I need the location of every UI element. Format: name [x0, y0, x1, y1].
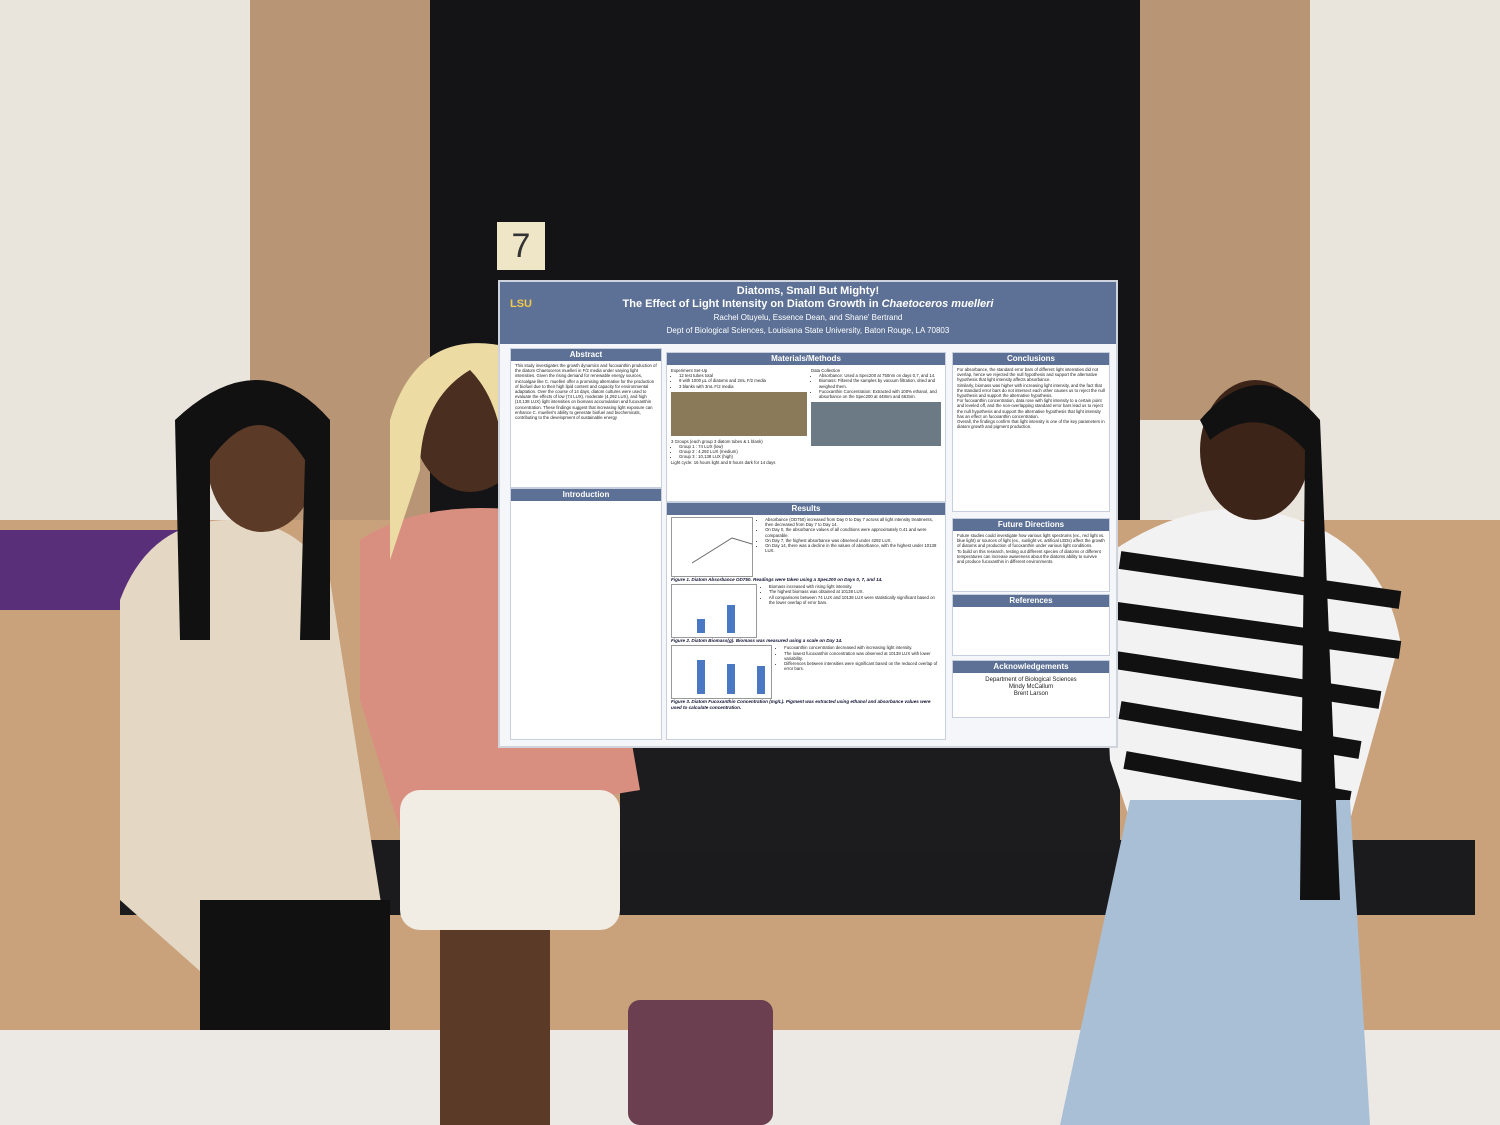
person-hair: [1200, 385, 1340, 900]
notes: Biomass increased with rising light inte…: [761, 584, 941, 638]
light-cycle: Light cycle: 16 hours light and 8 hours …: [671, 459, 776, 465]
shirt-stripes: [1108, 551, 1402, 809]
poster-header: LSU Diatoms, Small But Mighty! The Effec…: [500, 282, 1116, 344]
future-list: Future studies could investigate how var…: [953, 531, 1109, 566]
notes: Absorbance (OD750) increased from Day 0 …: [757, 517, 941, 577]
affiliation: Dept of Biological Sciences, Louisiana S…: [666, 326, 950, 335]
subheading: 3 Groups (each group 3 diatom tubes & 1 …: [671, 438, 763, 444]
person-skirt: [200, 900, 390, 1030]
easel-board: [620, 740, 1120, 850]
conclusion-item: Overall, the findings confirm that light…: [957, 419, 1105, 429]
section-heading: Materials/Methods: [667, 353, 945, 365]
groups-list: Group 1 : 74 LUX (low)Group 2 : 4,292 LU…: [671, 444, 807, 460]
poster: LSU Diatoms, Small But Mighty! The Effec…: [498, 280, 1118, 748]
setup-item: 3 blanks with 3mL F/2 media: [679, 384, 807, 389]
results-section: Results Absorbance (OD750) increased fro…: [666, 502, 946, 740]
result-note: The highest biomass was obtained at 1013…: [769, 589, 941, 594]
acknowledgements-section: Acknowledgements Department of Biologica…: [952, 660, 1110, 718]
person-legs: [440, 930, 550, 1125]
bag: [628, 1000, 773, 1125]
collection-item: Fucoxanthin Concentration: Extracted wit…: [819, 389, 941, 399]
future-item: To build on this research, testing out d…: [957, 549, 1105, 565]
result-note: Differences between intensities were sig…: [784, 661, 941, 671]
figure-chart: [671, 584, 757, 639]
section-heading: Results: [667, 503, 945, 515]
conclusion-item: For absorbance, the standard error bars …: [957, 367, 1105, 383]
abstract-text: This study investigates the growth dynam…: [515, 363, 657, 421]
subtitle-text: The Effect of Light Intensity on Diatom …: [622, 298, 879, 310]
methods-section: Materials/Methods Experiment Set-Up 12 t…: [666, 352, 946, 502]
result-note: On Day 0, the absorbance values of all c…: [765, 527, 941, 537]
logo: LSU: [510, 298, 532, 310]
group-item: Group 3 : 10,138 LUX (high): [679, 454, 807, 459]
collection-item: Absorbance: Used a Spec200 at 750nm on d…: [819, 373, 941, 378]
caption: Figure 2. Diatom Biomass(g). Biomass was…: [671, 638, 843, 644]
conclusions-section: Conclusions For absorbance, the standard…: [952, 352, 1110, 512]
result-note: On Day 14, there was a decline in the va…: [765, 543, 941, 553]
person-hair: [175, 380, 330, 640]
figure-line: [691, 537, 753, 564]
poster-number-sign: 7: [497, 222, 545, 270]
future-item: Future studies could investigate how var…: [957, 533, 1105, 549]
references-section: References: [952, 594, 1110, 656]
acknowledged-name: Department of Biological Sciences: [985, 677, 1077, 683]
setup-item: 12 test tubes total: [679, 373, 807, 378]
section-heading: Future Directions: [953, 519, 1109, 531]
subheading: Data Collection: [811, 368, 841, 373]
species: Chaetoceros muelleri: [881, 298, 994, 310]
group-item: Group 1 : 74 LUX (low): [679, 444, 807, 449]
person-jeans: [1060, 800, 1370, 1125]
future-section: Future Directions Future studies could i…: [952, 518, 1110, 592]
section-heading: References: [953, 595, 1109, 607]
photo: [671, 391, 807, 436]
caption: Figure 1. Diatom Absorbance OD750. Readi…: [671, 577, 883, 582]
result-note: Absorbance (OD750) increased from Day 0 …: [765, 517, 941, 527]
acknowledgements-names: Department of Biological Sciences Mindy M…: [953, 673, 1109, 698]
result-note: Fucoxanthin concentration decreased with…: [784, 645, 941, 650]
setup-item: 9 with 1000 µL of diatoms and 2mL F/2 me…: [679, 378, 807, 383]
poster-subtitle: The Effect of Light Intensity on Diatom …: [500, 298, 1116, 311]
collection-column: Data Collection Absorbance: Used a Spec2…: [811, 368, 941, 447]
result-note: Biomass increased with rising light inte…: [769, 584, 941, 589]
section-heading: Introduction: [511, 489, 661, 501]
person-skirt: [400, 790, 620, 930]
result-note: All comparisons between 74 LUX and 10138…: [769, 595, 941, 605]
setup-list: 12 test tubes total9 with 1000 µL of dia…: [671, 373, 807, 389]
abstract-section: Abstract This study investigates the gro…: [510, 348, 662, 488]
section-heading: Conclusions: [953, 353, 1109, 365]
setup-column: Experiment Set-Up 12 test tubes total9 w…: [671, 368, 807, 465]
poster-title: Diatoms, Small But Mighty!: [736, 285, 880, 297]
section-heading: Abstract: [511, 349, 661, 361]
collection-item: Biomass: Filtered the samples by vacuum …: [819, 378, 941, 388]
result-note: The lowest fucoxanthin concentration was…: [784, 651, 941, 661]
collection-list: Absorbance: Used a Spec200 at 750nm on d…: [811, 373, 941, 399]
figure-row: Absorbance (OD750) increased from Day 0 …: [671, 517, 941, 577]
acknowledged-name: Brent Larson: [1013, 691, 1049, 697]
notes: Fucoxanthin concentration decreased with…: [776, 645, 941, 699]
conclusion-item: For fucoxanthin concentration, data rose…: [957, 398, 1105, 419]
caption: Figure 3. Diatom Fucoxanthin Concentrati…: [671, 699, 931, 710]
figure-chart: [671, 517, 754, 577]
figure-chart: [671, 645, 773, 700]
section-heading: Acknowledgements: [953, 661, 1109, 673]
authors: Rachel Otuyelu, Essence Dean, and Shane'…: [713, 313, 903, 322]
acknowledged-name: Mindy McCallum: [1008, 684, 1054, 690]
figure-row: Biomass increased with rising light inte…: [671, 584, 941, 639]
conclusion-item: Similarly, biomass was higher with incre…: [957, 383, 1105, 399]
result-note: On Day 7, the highest absorbance was obs…: [765, 538, 941, 543]
subheading: Experiment Set-Up: [671, 368, 708, 373]
photo: [811, 402, 941, 447]
figure-row: Fucoxanthin concentration decreased with…: [671, 645, 941, 700]
group-item: Group 2 : 4,292 LUX (medium): [679, 449, 807, 454]
results-body: Absorbance (OD750) increased from Day 0 …: [671, 517, 941, 710]
conclusions-list: For absorbance, the standard error bars …: [953, 365, 1109, 431]
introduction-section: Introduction: [510, 488, 662, 740]
wood-panel: [1130, 0, 1310, 420]
